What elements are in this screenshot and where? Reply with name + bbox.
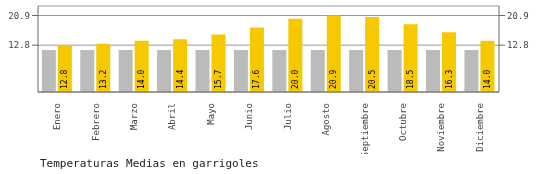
svg-text:14.4: 14.4 <box>176 70 185 89</box>
svg-text:Septiembre: Septiembre <box>360 103 370 154</box>
svg-text:Julio: Julio <box>283 103 293 130</box>
svg-text:18.5: 18.5 <box>406 70 415 89</box>
svg-text:14.0: 14.0 <box>137 70 146 89</box>
svg-text:20.9: 20.9 <box>329 70 338 89</box>
svg-text:14.0: 14.0 <box>483 70 492 89</box>
svg-text:20.9: 20.9 <box>8 11 30 21</box>
svg-text:17.6: 17.6 <box>252 70 261 89</box>
svg-text:20.9: 20.9 <box>507 11 529 21</box>
svg-text:Enero: Enero <box>52 103 62 130</box>
svg-text:Marzo: Marzo <box>129 103 139 130</box>
svg-text:Junio: Junio <box>244 103 254 130</box>
svg-text:15.7: 15.7 <box>214 70 223 89</box>
svg-text:Noviembre: Noviembre <box>436 103 446 152</box>
svg-text:Febrero: Febrero <box>91 103 101 141</box>
svg-text:12.8: 12.8 <box>60 70 69 89</box>
svg-text:Agosto: Agosto <box>321 103 331 136</box>
svg-text:20.0: 20.0 <box>291 70 300 89</box>
svg-text:12.8: 12.8 <box>507 40 529 50</box>
html-text:Temperaturas Medias en garrigo: Temperaturas Medias en garrigoles <box>40 157 259 170</box>
svg-text:16.3: 16.3 <box>445 70 454 89</box>
svg-text:Mayo: Mayo <box>206 103 216 125</box>
svg-text:Diciembre: Diciembre <box>475 103 485 152</box>
svg-text:13.2: 13.2 <box>99 70 108 89</box>
svg-text:Abril: Abril <box>167 103 177 130</box>
svg-text:20.5: 20.5 <box>368 70 377 89</box>
svg-text:Octubre: Octubre <box>398 103 408 141</box>
svg-text:12.8: 12.8 <box>8 40 30 50</box>
